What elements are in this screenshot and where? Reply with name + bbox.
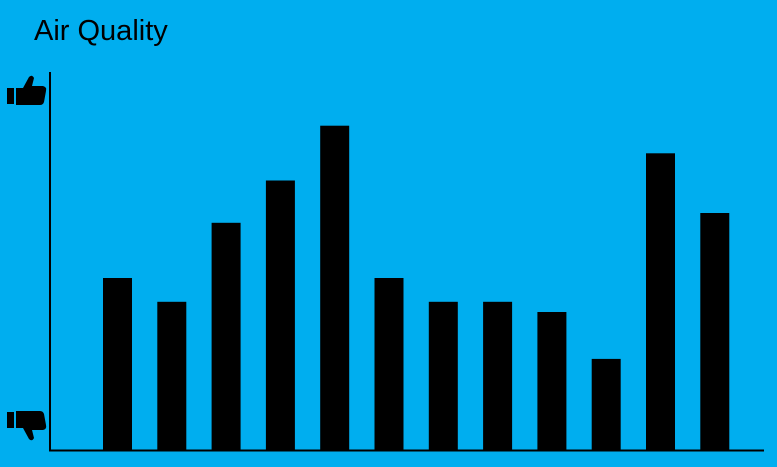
bar-3 (211, 222, 241, 450)
bar-6 (374, 278, 404, 450)
bar-10 (591, 358, 621, 450)
bar-4 (265, 180, 295, 450)
bar-1 (103, 278, 132, 450)
bar-7 (428, 301, 458, 450)
thumbs-down-icon (7, 411, 47, 441)
bars-group (103, 125, 730, 451)
bar-2 (157, 301, 187, 450)
bar-11 (646, 153, 675, 451)
bar-8 (483, 301, 513, 450)
thumbs-up-icon (7, 75, 47, 105)
bar-12 (700, 213, 730, 450)
bar-9 (537, 312, 567, 450)
chart-title: Air Quality (34, 15, 168, 47)
bar-5 (320, 125, 350, 450)
